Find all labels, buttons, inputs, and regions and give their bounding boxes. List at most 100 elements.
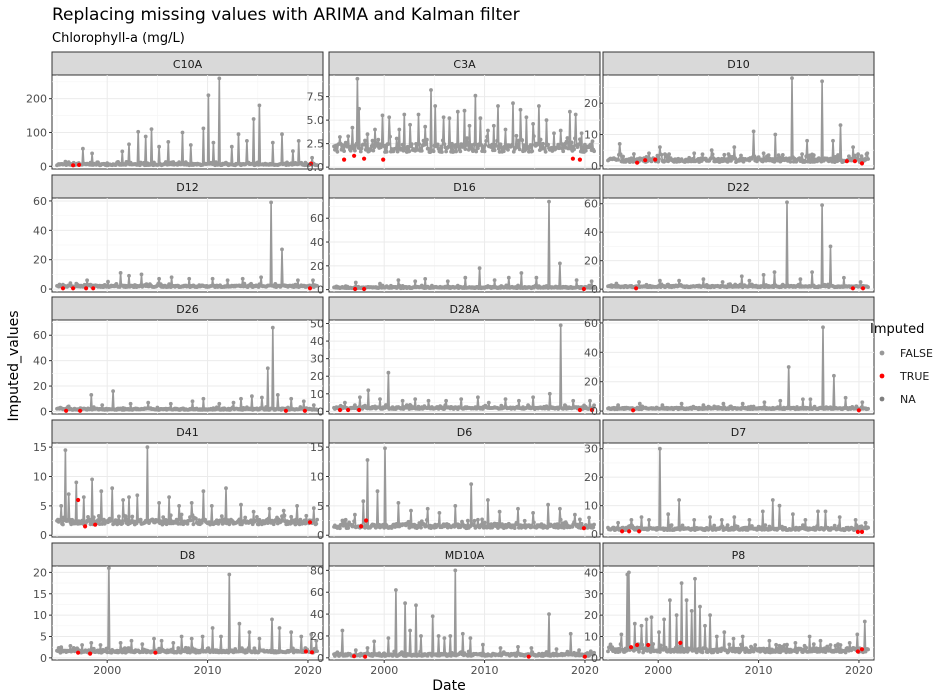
observed-point	[188, 143, 193, 147]
y-tick-label: 60	[584, 317, 598, 330]
observed-point	[679, 581, 684, 585]
observed-point	[217, 401, 222, 406]
imputed-point	[860, 286, 866, 291]
observed-point	[146, 400, 151, 405]
facet-strip-label: C3A	[453, 58, 476, 71]
observed-point	[486, 128, 490, 133]
y-tick-label: 20	[584, 471, 598, 484]
observed-point	[157, 501, 162, 505]
observed-point	[335, 149, 340, 154]
observed-point	[637, 401, 642, 406]
observed-point	[190, 399, 195, 404]
observed-point	[127, 142, 131, 147]
observed-point	[257, 636, 262, 641]
observed-point	[121, 498, 125, 502]
observed-point	[58, 517, 63, 522]
observed-point	[619, 632, 624, 637]
observed-point	[571, 144, 576, 149]
observed-point	[459, 397, 464, 401]
observed-point	[465, 142, 470, 147]
y-tick-label: 0	[40, 405, 47, 418]
imputed-point	[76, 497, 81, 503]
observed-point	[145, 445, 150, 449]
observed-point	[354, 141, 359, 146]
observed-point	[402, 112, 407, 117]
observed-point	[810, 270, 814, 274]
observed-point	[790, 76, 794, 80]
observed-point	[168, 513, 173, 518]
observed-point	[666, 512, 671, 517]
observed-point	[561, 149, 566, 154]
observed-point	[136, 129, 141, 134]
observed-point	[86, 515, 90, 519]
observed-point	[700, 650, 705, 655]
observed-point	[296, 278, 300, 283]
observed-point	[250, 394, 254, 399]
observed-point	[866, 285, 870, 289]
y-tick-label: 40	[584, 346, 598, 359]
y-tick-label: 60	[33, 329, 47, 342]
observed-point	[716, 156, 721, 161]
y-tick-label: 10	[310, 388, 324, 401]
observed-point	[152, 636, 156, 641]
observed-point	[118, 271, 123, 275]
observed-point	[788, 159, 793, 164]
observed-point	[592, 650, 596, 655]
observed-point	[467, 123, 472, 128]
observed-point	[201, 489, 206, 494]
observed-point	[785, 200, 789, 205]
observed-point	[547, 391, 552, 396]
observed-point	[365, 646, 370, 650]
observed-point	[573, 136, 577, 141]
observed-point	[352, 519, 356, 524]
imputed-point	[381, 157, 386, 162]
y-tick-label: 20	[33, 380, 47, 393]
panel-plot-area	[52, 566, 323, 660]
observed-point	[801, 397, 805, 402]
observed-point	[296, 139, 301, 143]
y-tick-label: 7.5	[307, 91, 325, 104]
imputed-point	[357, 407, 362, 413]
observed-point	[762, 400, 767, 405]
observed-point	[315, 517, 319, 522]
facet-strip-label: P8	[732, 549, 746, 562]
observed-point	[442, 636, 447, 640]
observed-point	[386, 142, 391, 146]
observed-point	[546, 142, 550, 147]
observed-point	[777, 503, 782, 508]
observed-point	[406, 519, 411, 524]
observed-point	[188, 515, 192, 520]
observed-point	[257, 103, 262, 108]
observed-point	[519, 271, 524, 275]
observed-point	[838, 123, 843, 127]
observed-point	[836, 153, 840, 157]
observed-point	[574, 278, 579, 282]
imputed-point	[852, 159, 858, 164]
y-tick-label: 20	[310, 260, 324, 273]
observed-point	[721, 401, 726, 406]
observed-point	[534, 275, 539, 280]
imputed-point	[153, 650, 158, 655]
observed-point	[122, 646, 127, 651]
observed-point	[532, 520, 536, 525]
observed-point	[517, 398, 521, 403]
observed-point	[698, 604, 702, 609]
observed-point	[260, 395, 264, 400]
panel-plot-area	[52, 198, 323, 292]
observed-point	[199, 521, 204, 525]
observed-point	[484, 139, 489, 143]
imputed-point	[352, 654, 357, 659]
y-tick-label: 20	[33, 566, 47, 579]
observed-point	[823, 509, 828, 514]
imputed-point	[93, 522, 98, 527]
observed-point	[638, 646, 643, 651]
observed-point	[437, 511, 442, 515]
facet-strip-label: D8	[180, 549, 195, 562]
observed-point	[656, 159, 661, 164]
